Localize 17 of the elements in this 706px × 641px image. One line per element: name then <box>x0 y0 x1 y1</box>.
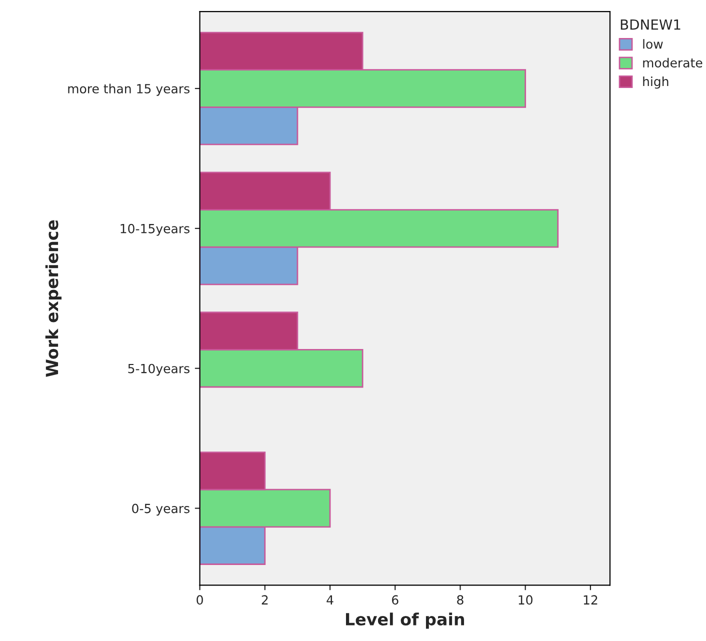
y-tick-label: 0-5 years <box>132 504 190 516</box>
x-tick-label: 12 <box>584 595 598 604</box>
legend-label: low <box>643 39 663 49</box>
x-tick-label: 8 <box>457 595 464 605</box>
x-tick-label: 0 <box>196 595 203 605</box>
legend-label: moderate <box>643 58 702 68</box>
legend-title: BDNEW1 <box>620 19 680 30</box>
x-tick-label: 10 <box>518 595 532 605</box>
x-axis-title: Level of pain <box>346 612 464 629</box>
y-tick-label: 10-15years <box>120 224 190 236</box>
y-tick-label: more than 15 years <box>68 84 190 96</box>
x-tick-label: 4 <box>326 595 334 604</box>
legend-label: high <box>643 76 668 89</box>
x-tick-label: 6 <box>392 595 398 605</box>
x-tick-label: 2 <box>262 595 268 604</box>
y-axis-title: Work experience <box>45 220 62 377</box>
y-tick-label: 5-10years <box>128 364 190 376</box>
